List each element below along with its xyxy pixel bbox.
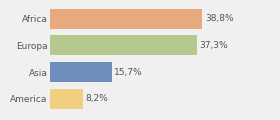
Bar [50, 62, 112, 82]
Bar [50, 89, 83, 109]
Bar [50, 35, 197, 55]
Text: 38,8%: 38,8% [205, 14, 234, 23]
Text: 37,3%: 37,3% [199, 41, 228, 50]
Text: 8,2%: 8,2% [85, 94, 108, 103]
Bar [50, 9, 202, 29]
Text: 15,7%: 15,7% [114, 68, 143, 77]
